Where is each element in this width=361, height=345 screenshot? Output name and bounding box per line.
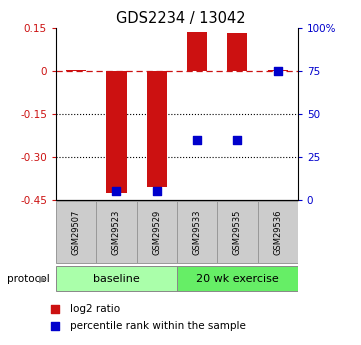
Bar	[227, 33, 247, 71]
Bar	[187, 32, 207, 71]
Text: GSM29535: GSM29535	[233, 209, 242, 255]
Bar	[56, 266, 177, 291]
Bar	[177, 266, 298, 291]
Point	[52, 306, 58, 312]
Text: percentile rank within the sample: percentile rank within the sample	[70, 321, 246, 331]
Bar	[268, 70, 288, 71]
Text: GSM29529: GSM29529	[152, 209, 161, 255]
Text: protocol: protocol	[7, 274, 50, 284]
Text: GSM29507: GSM29507	[71, 209, 81, 255]
Text: GSM29523: GSM29523	[112, 209, 121, 255]
Point	[275, 68, 280, 73]
Point	[114, 189, 119, 194]
Point	[52, 323, 58, 329]
Bar	[56, 201, 96, 263]
Text: baseline: baseline	[93, 274, 140, 284]
Bar	[257, 201, 298, 263]
Bar	[136, 201, 177, 263]
Text: GSM29536: GSM29536	[273, 209, 282, 255]
Point	[154, 189, 160, 194]
Bar	[147, 71, 167, 187]
Point	[235, 137, 240, 142]
Text: GDS2234 / 13042: GDS2234 / 13042	[116, 11, 245, 26]
Bar	[106, 71, 126, 193]
Text: 20 wk exercise: 20 wk exercise	[196, 274, 279, 284]
Text: ▶: ▶	[39, 274, 46, 284]
Text: GSM29533: GSM29533	[192, 209, 201, 255]
Text: log2 ratio: log2 ratio	[70, 304, 120, 314]
Bar	[177, 201, 217, 263]
Point	[194, 137, 200, 142]
Bar	[217, 201, 257, 263]
Bar	[96, 201, 136, 263]
